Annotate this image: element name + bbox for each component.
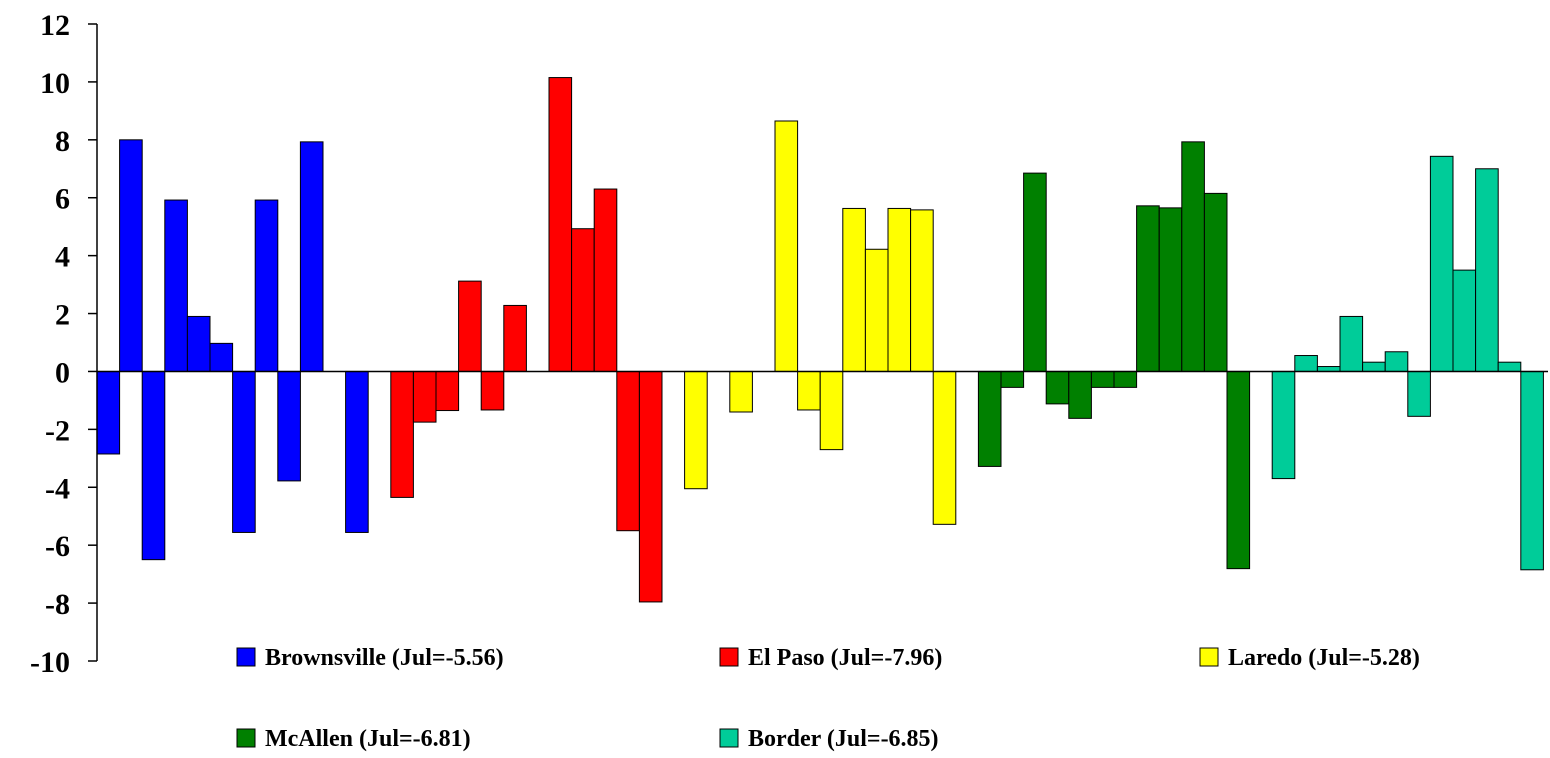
y-tick-label: 10: [40, 67, 70, 100]
bar: [390, 370, 414, 498]
bar: [1339, 315, 1364, 372]
y-tick-label: -8: [45, 588, 70, 621]
bar: [254, 199, 279, 372]
legend-item: Laredo (Jul=-5.28): [1199, 645, 1420, 671]
bar: [141, 370, 166, 561]
bar: [277, 370, 301, 482]
bar: [1497, 361, 1522, 372]
bar: [774, 120, 799, 372]
bar: [164, 199, 188, 372]
bar: [684, 370, 708, 490]
legend-label: El Paso (Jul=-7.96): [748, 645, 942, 671]
y-tick-label: -2: [45, 414, 70, 447]
legend-swatch: [1199, 647, 1219, 667]
legend-label: Laredo (Jul=-5.28): [1228, 645, 1420, 671]
bar: [96, 370, 121, 455]
y-tick-label: -4: [45, 472, 70, 505]
legend-swatch: [236, 647, 256, 667]
bar: [186, 315, 211, 372]
bar: [548, 77, 573, 372]
bar: [1384, 351, 1409, 372]
y-tick-label: 4: [55, 241, 70, 274]
y-tick-label: 2: [55, 299, 70, 332]
bar: [910, 209, 934, 372]
bar: [1203, 192, 1228, 372]
legend-label: McAllen (Jul=-6.81): [265, 726, 471, 752]
y-tick-label: 12: [40, 9, 70, 42]
bar: [571, 228, 595, 372]
bar: [480, 370, 505, 411]
bar: [1158, 207, 1183, 372]
bar: [977, 370, 1002, 467]
legend-label: Brownsville (Jul=-5.56): [265, 645, 504, 671]
bar: [1181, 141, 1205, 372]
bar: [864, 248, 889, 372]
legend-swatch: [719, 647, 739, 667]
bar: [1023, 172, 1047, 372]
bar: [1045, 370, 1070, 405]
bar: [1000, 370, 1025, 388]
bar: [616, 370, 640, 532]
bar: [1113, 370, 1138, 388]
bar: [119, 139, 143, 372]
legend-item: El Paso (Jul=-7.96): [719, 645, 942, 671]
bar: [209, 342, 234, 372]
bar: [797, 370, 821, 411]
bar: [1090, 370, 1115, 388]
bar: [887, 207, 912, 372]
bar: [1407, 370, 1431, 417]
bar: [1068, 370, 1092, 419]
bar: [1520, 370, 1544, 571]
bar: [1475, 168, 1499, 372]
bar: [503, 304, 527, 372]
legend-item: McAllen (Jul=-6.81): [236, 726, 471, 752]
bar: [1226, 370, 1251, 570]
y-tick-label: 8: [55, 125, 70, 158]
y-tick-label: 0: [55, 356, 70, 389]
legend-label: Border (Jul=-6.85): [748, 726, 939, 752]
bar: [299, 141, 324, 372]
y-tick-label: -6: [45, 530, 70, 563]
bar: [1294, 355, 1318, 372]
bar: [842, 207, 866, 372]
bar: [1452, 269, 1477, 372]
bar: [458, 280, 482, 372]
bar: [412, 370, 437, 423]
bar: [1271, 370, 1296, 480]
legend-item: Border (Jul=-6.85): [719, 726, 939, 752]
bars: [96, 77, 1544, 603]
bar: [638, 370, 663, 603]
bar: [819, 370, 844, 451]
y-axis-ticks: 12 10 8 6 4 2 0 -2 -4 -6 -8 -10: [30, 9, 97, 679]
y-tick-label: -10: [30, 646, 70, 679]
bar: [1362, 361, 1386, 372]
legend-swatch: [236, 728, 256, 748]
bar: [435, 370, 460, 412]
bar: [345, 370, 369, 533]
bar: [1136, 205, 1160, 372]
bar: [593, 188, 618, 372]
legend-item: Brownsville (Jul=-5.56): [236, 645, 504, 671]
bar: [1429, 155, 1454, 372]
legend: Brownsville (Jul=-5.56) El Paso (Jul=-7.9…: [236, 645, 1420, 752]
legend-swatch: [719, 728, 739, 748]
bar: [932, 370, 957, 525]
y-tick-label: 6: [55, 183, 70, 216]
bar: [729, 370, 753, 413]
bar: [232, 370, 256, 533]
